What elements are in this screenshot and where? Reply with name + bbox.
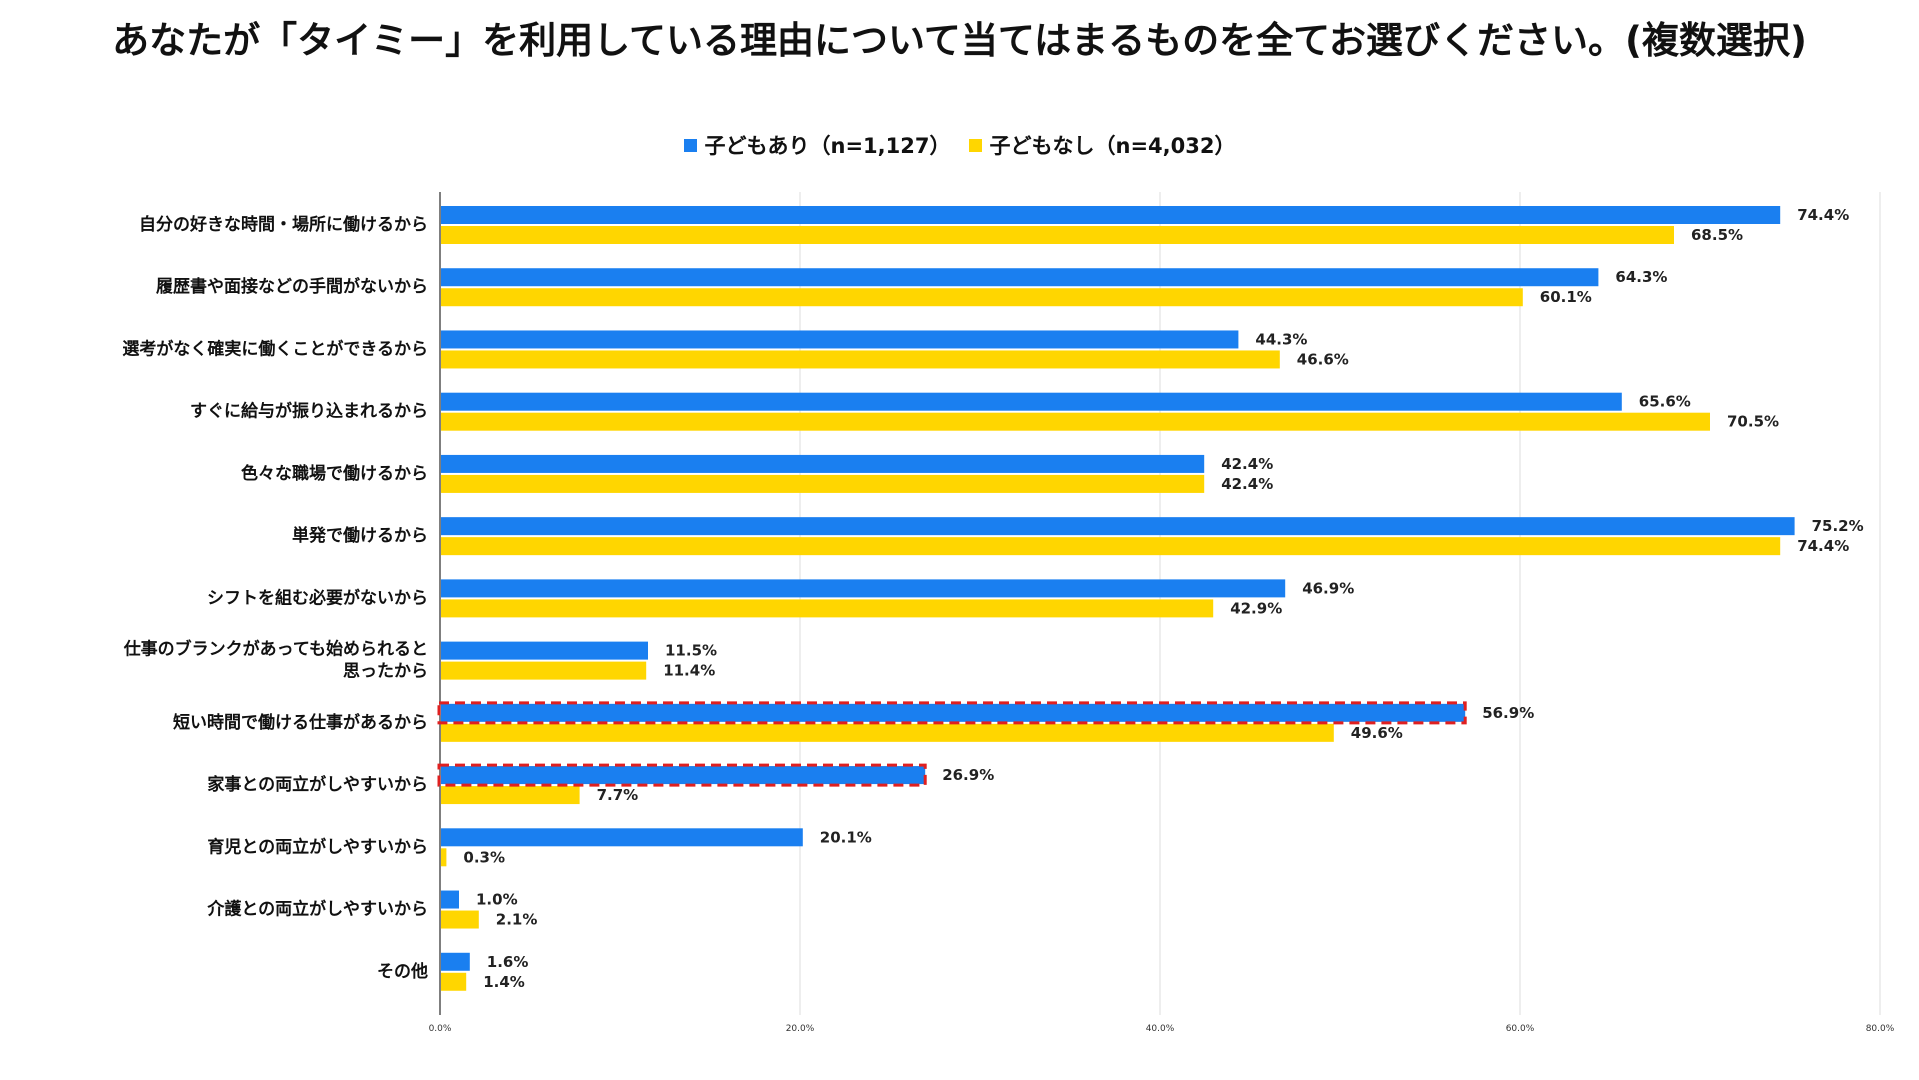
- bar-with-children: [441, 890, 459, 909]
- category-label: 選考がなく確実に働くことができるから: [122, 338, 428, 359]
- category-label: 仕事のブランクがあっても始められると思ったから: [123, 639, 428, 682]
- data-label: 56.9%: [1482, 704, 1534, 722]
- legend-item-with-children: 子どもあり（n=1,127）: [683, 130, 951, 160]
- data-label: 11.4%: [663, 662, 715, 680]
- x-tick-label: 0.0%: [429, 1024, 452, 1034]
- legend-swatch-without-children: [968, 138, 982, 152]
- category-label: シフトを組む必要がないから: [207, 587, 428, 608]
- data-label: 1.4%: [483, 973, 525, 991]
- data-label: 60.1%: [1540, 288, 1592, 306]
- data-label: 7.7%: [597, 786, 639, 804]
- category-label: 単発で働けるから: [292, 525, 428, 546]
- x-tick-label: 40.0%: [1146, 1024, 1175, 1034]
- category-label: すぐに給与が振り込まれるから: [190, 401, 428, 422]
- bar-with-children: [441, 703, 1466, 722]
- category-label: 育児との両立がしやすいから: [207, 836, 428, 857]
- legend: 子どもあり（n=1,127） 子どもなし（n=4,032）: [0, 130, 1919, 160]
- data-label: 64.3%: [1615, 268, 1667, 286]
- bar-without-children: [441, 350, 1280, 369]
- data-label: 42.4%: [1221, 475, 1273, 493]
- category-label: 短い時間で働ける仕事があるから: [173, 712, 428, 733]
- x-tick-label: 20.0%: [786, 1024, 815, 1034]
- data-label: 46.6%: [1297, 350, 1349, 368]
- data-label: 68.5%: [1691, 226, 1743, 244]
- data-label: 2.1%: [496, 911, 538, 929]
- bar-without-children: [441, 661, 647, 680]
- category-label: 履歴書や面接などの手間がないから: [156, 276, 428, 297]
- bar-with-children: [441, 579, 1286, 598]
- bar-with-children: [441, 268, 1599, 287]
- bar-without-children: [441, 412, 1710, 431]
- bar-with-children: [441, 952, 470, 971]
- data-label: 1.0%: [476, 891, 518, 909]
- bar-without-children: [441, 226, 1674, 244]
- bar-with-children: [441, 454, 1205, 473]
- bar-with-children: [441, 330, 1239, 349]
- bar-without-children: [441, 537, 1781, 556]
- bar-with-children: [441, 766, 926, 785]
- bar-with-children: [441, 392, 1622, 411]
- data-label: 74.4%: [1797, 537, 1849, 555]
- category-label: 介護との両立がしやすいから: [206, 899, 428, 920]
- legend-swatch-with-children: [683, 138, 697, 152]
- category-label: その他: [377, 961, 428, 982]
- bar-with-children: [441, 828, 803, 847]
- data-label: 0.3%: [463, 848, 505, 866]
- bar-without-children: [441, 723, 1334, 742]
- legend-label-without-children: 子どもなし（n=4,032）: [989, 134, 1236, 158]
- data-label: 44.3%: [1255, 330, 1307, 348]
- category-label: 自分の好きな時間・場所に働けるから: [139, 214, 428, 235]
- bar-without-children: [441, 848, 447, 867]
- bar-without-children: [441, 972, 467, 991]
- bar-without-children: [441, 474, 1205, 493]
- chart-title: あなたが「タイミー」を利用している理由について当てはまるものを全てお選びください…: [112, 19, 1807, 62]
- data-label: 70.5%: [1727, 413, 1779, 431]
- data-label: 26.9%: [942, 766, 994, 784]
- category-label: 家事との両立がしやすいから: [207, 774, 428, 795]
- data-label: 49.6%: [1351, 724, 1403, 742]
- data-label: 42.9%: [1230, 599, 1282, 617]
- data-label: 20.1%: [820, 828, 872, 846]
- data-label: 65.6%: [1639, 393, 1691, 411]
- bar-with-children: [441, 206, 1781, 224]
- data-label: 74.4%: [1797, 206, 1849, 224]
- category-label: 色々な職場で働けるから: [241, 463, 428, 484]
- x-tick-label: 60.0%: [1506, 1024, 1535, 1034]
- legend-item-without-children: 子どもなし（n=4,032）: [968, 130, 1236, 160]
- data-label: 75.2%: [1812, 517, 1864, 535]
- data-label: 46.9%: [1302, 579, 1354, 597]
- bar-without-children: [441, 786, 580, 805]
- data-label: 1.6%: [487, 953, 529, 971]
- data-label: 42.4%: [1221, 455, 1273, 473]
- bar-without-children: [441, 599, 1214, 618]
- legend-label-with-children: 子どもあり（n=1,127）: [704, 134, 951, 158]
- bar-without-children: [441, 288, 1523, 307]
- data-label: 11.5%: [665, 642, 717, 660]
- bar-with-children: [441, 641, 648, 660]
- bar-without-children: [441, 910, 479, 929]
- highlight-outline: [437, 763, 927, 787]
- highlight-outline: [437, 701, 1467, 725]
- bar-with-children: [441, 517, 1795, 536]
- x-tick-label: 80.0%: [1866, 1024, 1895, 1034]
